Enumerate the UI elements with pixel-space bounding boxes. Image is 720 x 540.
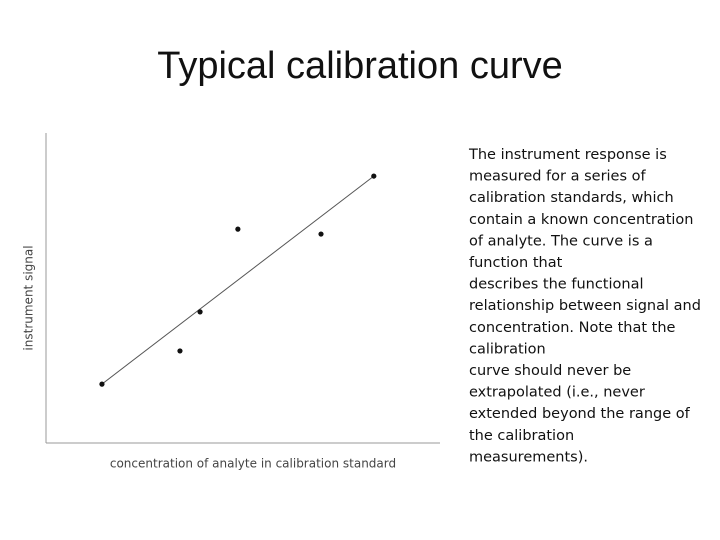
description-line: calibration: [469, 341, 546, 357]
description-line: calibration standards, which: [469, 190, 674, 206]
y-axis-label: instrument signal: [22, 245, 36, 350]
data-point: [371, 173, 377, 179]
data-point: [177, 348, 183, 354]
description-line: measured for a series of: [469, 169, 647, 185]
description-line: extrapolated (i.e., never: [469, 385, 645, 401]
data-point: [318, 231, 324, 237]
slide-title: Typical calibration curve: [157, 45, 563, 87]
description-line: concentration. Note that the: [469, 320, 676, 336]
description-line: function that: [469, 255, 563, 271]
fit-line: [101, 175, 375, 385]
description-line: describes the functional: [469, 277, 643, 293]
description: The instrument response is measured for a…: [468, 147, 701, 465]
description-line: the calibration: [469, 428, 574, 444]
description-line: of analyte. The curve is a: [469, 233, 653, 249]
data-point: [99, 381, 105, 387]
description-line: relationship between signal and: [469, 298, 701, 314]
description-line: The instrument response is: [468, 147, 667, 163]
description-line: contain a known concentration: [469, 212, 693, 228]
data-point: [235, 226, 241, 232]
data-point: [197, 309, 203, 315]
x-axis-label: concentration of analyte in calibration …: [110, 457, 396, 471]
description-line: measurements).: [469, 449, 588, 465]
description-line: extended beyond the range of: [469, 406, 691, 422]
description-line: curve should never be: [469, 363, 631, 379]
